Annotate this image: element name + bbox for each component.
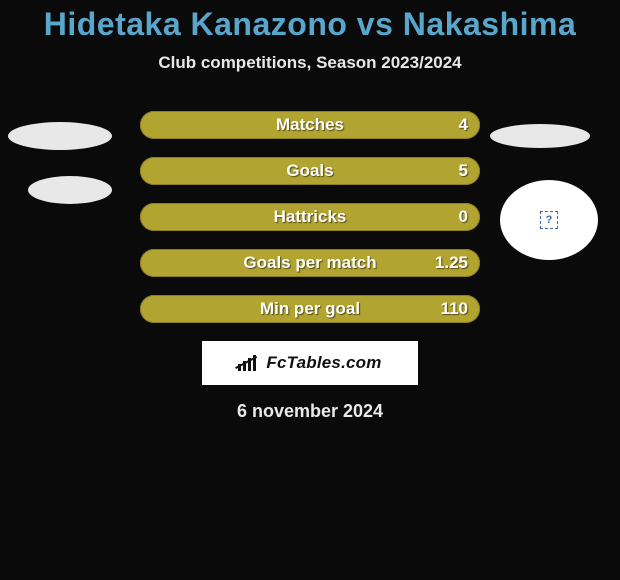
stat-label: Hattricks [140,203,480,231]
page-title: Hidetaka Kanazono vs Nakashima [0,0,620,43]
stat-label: Goals [140,157,480,185]
stat-label: Min per goal [140,295,480,323]
stat-row: Goals per match1.25 [140,249,480,277]
stat-value: 0 [459,203,468,231]
stat-value: 110 [441,295,468,323]
stat-label: Goals per match [140,249,480,277]
stat-value: 1.25 [435,249,468,277]
brand-chart-icon [238,353,260,373]
date-label: 6 november 2024 [0,401,620,422]
page-subtitle: Club competitions, Season 2023/2024 [0,53,620,73]
brand-text: FcTables.com [266,353,381,373]
brand-badge: FcTables.com [202,341,418,385]
stat-label: Matches [140,111,480,139]
stat-value: 5 [459,157,468,185]
stats-chart: Matches4Goals5Hattricks0Goals per match1… [0,111,620,323]
stat-row: Min per goal110 [140,295,480,323]
stat-row: Matches4 [140,111,480,139]
comparison-widget: Hidetaka Kanazono vs Nakashima Club comp… [0,0,620,580]
stat-value: 4 [459,111,468,139]
stat-row: Hattricks0 [140,203,480,231]
stat-row: Goals5 [140,157,480,185]
